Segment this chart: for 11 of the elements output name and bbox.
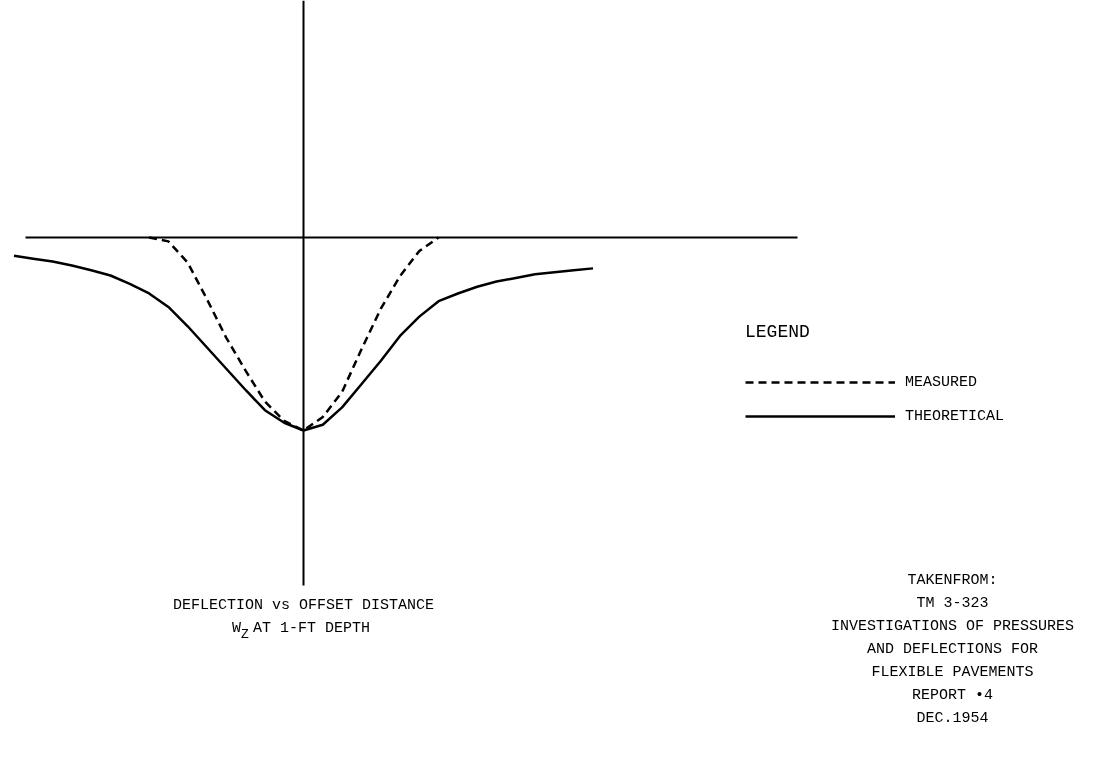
text: TM 3-323 — [916, 595, 989, 612]
text: AND DEFLECTIONS FOR — [866, 641, 1039, 658]
text: DEFLECTION vs OFFSET DISTANCE — [172, 597, 435, 614]
text: INVESTIGATIONS OF PRESSURES — [830, 618, 1075, 635]
text: DEC.1954 — [916, 710, 989, 727]
text: THEORETICAL — [905, 407, 1005, 425]
text: REPORT •4 — [911, 687, 994, 704]
legend-title: LEGEND — [745, 322, 811, 342]
text: MEASURED — [905, 373, 978, 391]
text: TAKENFROM: — [907, 572, 998, 589]
text: FLEXIBLE PAVEMENTS — [871, 664, 1034, 681]
